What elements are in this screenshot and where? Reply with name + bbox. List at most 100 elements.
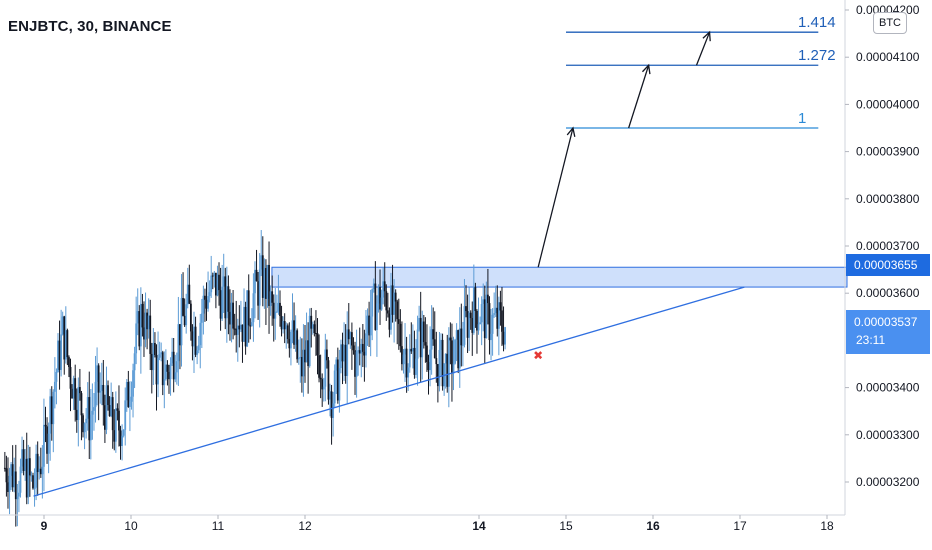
- candle-body: [88, 397, 91, 441]
- candle-body: [418, 317, 421, 330]
- candle-body: [80, 393, 83, 416]
- candle-body: [39, 468, 42, 475]
- candle-body: [255, 269, 258, 282]
- candle-body: [11, 464, 14, 488]
- candle-body: [477, 324, 480, 331]
- candle-body: [180, 298, 183, 346]
- candle-body: [113, 430, 116, 442]
- projection-arrows[interactable]: [537, 30, 711, 268]
- candle-body: [169, 363, 172, 380]
- candle-body: [175, 361, 178, 373]
- candle-body: [338, 368, 341, 401]
- candle-body: [57, 340, 59, 372]
- arrow-shaft: [537, 127, 574, 268]
- fib-label: 1.272: [798, 47, 836, 64]
- candle-body: [302, 349, 305, 377]
- candle-body: [124, 400, 127, 430]
- candle-body: [361, 343, 364, 352]
- candle-body: [421, 321, 424, 358]
- x-tick-label: 17: [733, 519, 747, 533]
- candle-body: [49, 396, 52, 434]
- candle-body: [82, 415, 84, 433]
- candle-body: [336, 359, 339, 401]
- candle-body: [404, 348, 406, 355]
- candle-body: [444, 353, 447, 364]
- candle-body: [261, 255, 264, 298]
- trendline[interactable]: [33, 286, 745, 497]
- candle-body: [200, 313, 203, 323]
- candle-body: [96, 365, 98, 382]
- candle-body: [185, 304, 188, 326]
- candle-body: [154, 342, 156, 355]
- candle-body: [83, 423, 86, 433]
- candle-body: [74, 378, 77, 410]
- candle-body: [430, 329, 433, 350]
- candle-body: [288, 338, 291, 349]
- y-tick-label: 0.00003200: [856, 475, 920, 489]
- candle-body: [293, 320, 295, 345]
- symbol-title[interactable]: ENJBTC, 30, BINANCE: [8, 18, 172, 35]
- candle-body: [322, 386, 325, 390]
- candle-body: [19, 466, 22, 493]
- candle-body: [196, 350, 199, 355]
- candle-body: [132, 370, 134, 397]
- candle-body: [111, 397, 114, 431]
- candle-body: [8, 475, 11, 492]
- support-trendline: [33, 286, 745, 497]
- candle-body: [186, 284, 189, 305]
- candle-body: [93, 407, 95, 411]
- currency-badge[interactable]: BTC: [873, 12, 907, 34]
- candle-body: [68, 357, 70, 367]
- candle-body: [282, 321, 285, 330]
- candle-body: [340, 344, 342, 369]
- candle-body: [391, 285, 394, 315]
- candle-body: [485, 294, 488, 339]
- candle-body: [461, 344, 464, 346]
- resistance-zone[interactable]: [271, 266, 848, 288]
- candle-body: [411, 347, 414, 352]
- candle-body: [238, 325, 241, 330]
- candle-body: [350, 332, 353, 346]
- candle-body: [224, 276, 227, 319]
- candle-body: [482, 299, 485, 305]
- candle-body: [341, 344, 344, 362]
- candle-body: [41, 466, 44, 475]
- candle-body: [254, 269, 256, 294]
- candle-body: [102, 384, 105, 406]
- candle-body: [199, 322, 202, 346]
- candle-body: [249, 325, 252, 327]
- candle-body: [3, 467, 6, 469]
- candle-body: [149, 315, 152, 354]
- candle-body: [419, 317, 422, 358]
- candle-body: [61, 316, 64, 335]
- y-tick-label: 0.00003400: [856, 381, 920, 395]
- candle-body: [363, 351, 366, 356]
- candle-body: [405, 348, 408, 378]
- countdown-value: 23:11: [856, 333, 886, 347]
- candle-body: [263, 268, 266, 298]
- candle-body: [496, 307, 499, 329]
- candle-body: [394, 292, 397, 302]
- candle-body: [480, 304, 483, 323]
- candle-body: [299, 356, 302, 359]
- fib-levels[interactable]: 1 1.272 1.414: [566, 14, 836, 129]
- candle-body: [43, 424, 45, 467]
- candle-body: [191, 331, 194, 347]
- candle-body: [382, 281, 385, 298]
- candle-body: [18, 492, 20, 497]
- candle-body: [210, 275, 213, 293]
- fib-label: 1.414: [798, 14, 836, 31]
- candle-body: [89, 414, 92, 441]
- candle-body: [174, 372, 177, 380]
- candle-body: [139, 303, 142, 347]
- candle-body: [114, 408, 117, 442]
- candle-body: [213, 272, 216, 277]
- candle-body: [204, 295, 206, 300]
- candle-body: [313, 324, 316, 334]
- candle-body: [371, 289, 374, 317]
- candle-body: [94, 381, 97, 408]
- candle-body: [91, 410, 94, 415]
- candle-body: [286, 325, 289, 339]
- candle-body: [321, 379, 324, 390]
